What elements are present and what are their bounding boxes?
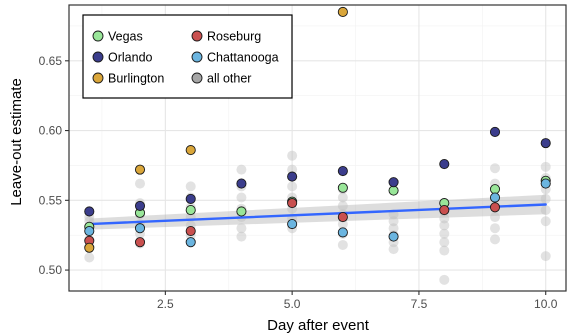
all-other-point [135,178,145,189]
confidence-band-area [89,194,546,230]
chattanooga-point [489,192,501,203]
legend-box [82,14,293,99]
roseburg-point [185,225,196,237]
vegas-point [185,205,196,216]
burlington-point [84,242,95,253]
vegas-point [337,182,348,193]
all-other-point [540,205,551,216]
legend-label-roseburg: Roseburg [207,30,261,44]
all-other-point [236,192,247,203]
orlando-point [388,177,399,188]
all-other-point [185,181,196,192]
all-other-point [490,223,500,234]
all-other-point [287,164,298,175]
chattanooga-point [84,225,95,237]
trend-line-path [88,203,547,226]
all-other-point [490,163,500,174]
orlando-point [337,165,348,177]
all-other-point [287,150,298,161]
all-other-point [540,193,551,204]
y-tick-label: 0.60 [39,124,63,138]
all-other-point [337,200,348,211]
chattanooga-point [185,237,196,248]
chattanooga-point [287,218,298,230]
all-other-point [490,234,500,245]
all-other-point [540,161,551,172]
legend-label-chattanooga: Chattanooga [207,51,279,65]
chattanooga-point [388,231,399,242]
trend-line [88,203,547,226]
all-other-point [388,223,399,234]
legend-label-all-other: all other [207,72,251,86]
legend-key-orlando [92,51,104,63]
all-other-point [439,213,450,224]
roseburg-point [439,205,450,216]
all-other-point [388,216,399,227]
gridlines [69,5,566,291]
burlington-point [185,145,196,156]
y-tick-label: 0.65 [39,54,63,68]
legend-key-all-other [191,72,203,84]
chattanooga-point [540,178,551,189]
orlando-point [185,193,196,204]
vegas-point [236,206,247,217]
all-other-point [337,239,348,250]
vegas-point [388,185,399,196]
orlando-point [439,158,450,170]
chattanooga-point [134,223,146,234]
confidence-band [89,194,546,230]
axes: 2.5 5.0 7.5 10.0 0.50 0.55 0.60 0.65 [39,4,567,311]
legend-key-vegas [92,30,104,42]
vegas-point [489,184,501,195]
all-other-point [388,244,399,255]
y-tick-label: 0.50 [39,263,63,277]
roseburg-point [287,198,298,209]
roseburg-point [489,202,501,213]
all-other-point [439,237,450,248]
all-other-point [439,220,450,231]
legend-label-burlington: Burlington [108,72,164,86]
all-other-point [236,223,247,234]
all-other-point [490,212,500,223]
legend-key-chattanooga [191,51,203,63]
y-tick-label: 0.55 [39,193,63,207]
plot-panel-border [68,4,567,292]
all-other-point [287,181,298,192]
orlando-point [540,138,551,149]
x-tick-label: 10.0 [534,297,558,311]
highlighted-points [84,6,551,253]
x-tick-label: 2.5 [157,297,174,311]
all-other-point [540,251,551,262]
orlando-point [134,200,146,211]
orlando-point [236,178,247,189]
burlington-point [337,6,348,18]
x-tick-label: 7.5 [411,297,428,311]
legend: Vegas Roseburg Orlando Chattanooga Burlingto… [82,14,293,99]
chattanooga-point [337,227,348,238]
orlando-point [84,206,95,217]
legend-key-burlington [92,72,104,84]
x-axis-title: Day after event [267,317,370,334]
all-other-point [439,228,450,239]
x-tick-label: 5.0 [284,297,301,311]
all-other-point [337,219,348,230]
all-other-point [236,164,247,175]
roseburg-point [134,237,146,248]
all-other-point [337,192,348,203]
all-other-point [84,252,95,263]
legend-label-vegas: Vegas [108,30,143,44]
legend-key-roseburg [191,30,203,42]
orlando-point [287,171,298,182]
orlando-point [489,126,501,138]
all-other-point [236,231,247,242]
y-axis-title: Leave-out estimate [8,78,25,206]
all-other-point [439,245,450,256]
legend-label-orlando: Orlando [108,51,153,65]
all-other-point [439,274,450,285]
all-other-point [540,216,551,227]
burlington-point [134,164,146,175]
roseburg-point [337,212,348,223]
